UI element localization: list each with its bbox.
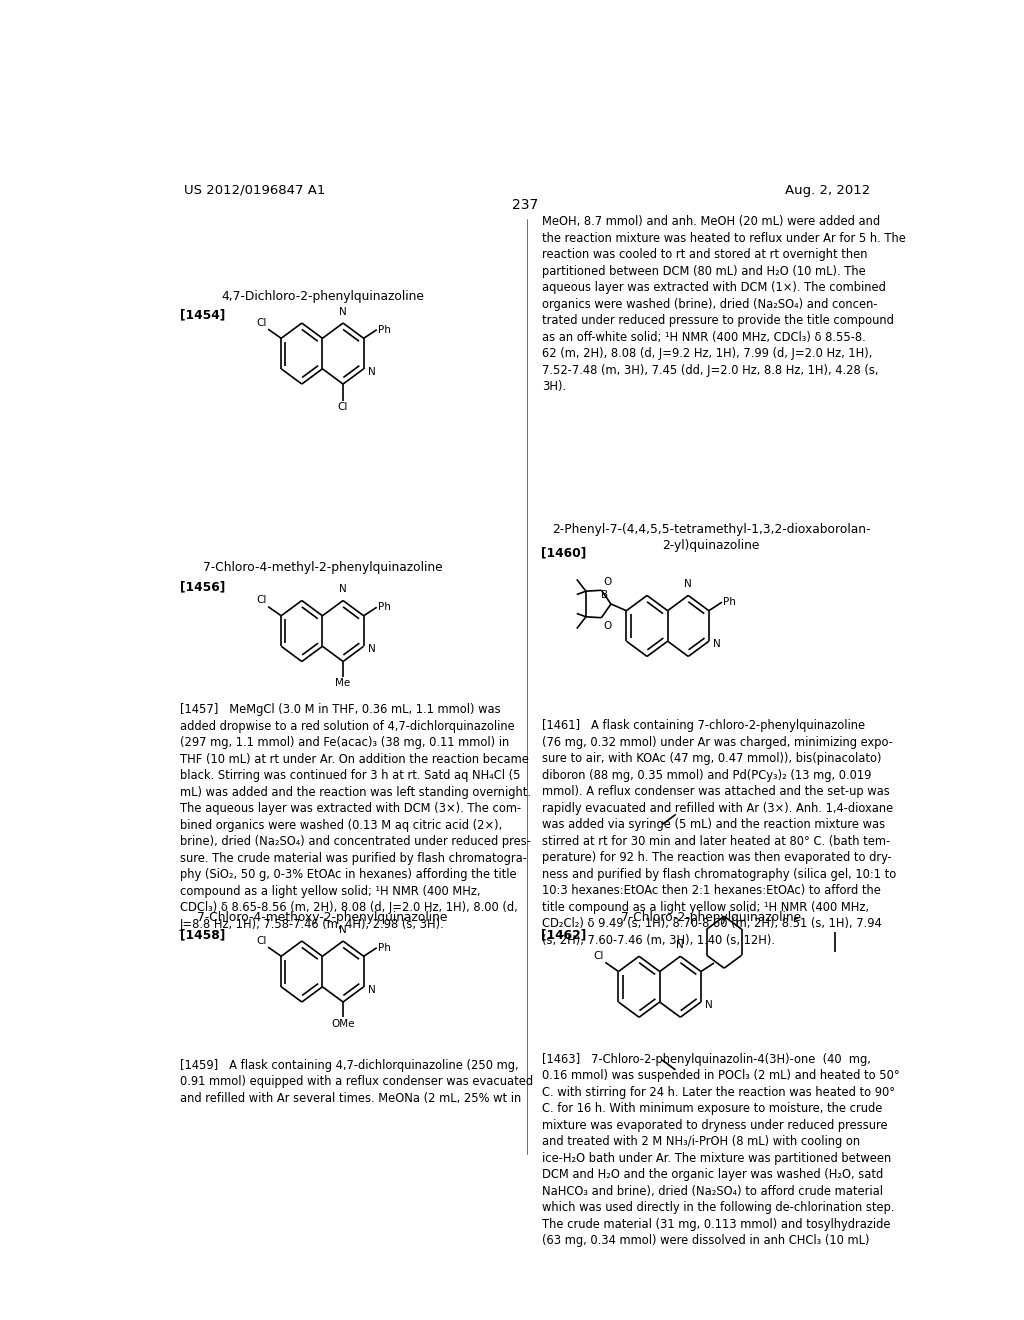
Text: [1461]   A flask containing 7-chloro-2-phenylquinazoline
(76 mg, 0.32 mmol) unde: [1461] A flask containing 7-chloro-2-phe… (543, 719, 896, 946)
Text: [1459]   A flask containing 4,7-dichlorquinazoline (250 mg,
0.91 mmol) equipped : [1459] A flask containing 4,7-dichlorqui… (179, 1059, 532, 1105)
Text: 7-Chloro-4-methoxy-2-phenylquinazoline: 7-Chloro-4-methoxy-2-phenylquinazoline (198, 911, 447, 924)
Text: 237: 237 (512, 198, 538, 213)
Text: [1458]: [1458] (179, 929, 225, 942)
Text: 7-Chloro-2-phenylquinazoline: 7-Chloro-2-phenylquinazoline (622, 911, 802, 924)
Text: N: N (713, 639, 721, 649)
Text: Cl: Cl (594, 950, 604, 961)
Text: OMe: OMe (332, 1019, 354, 1028)
Text: 4,7-Dichloro-2-phenylquinazoline: 4,7-Dichloro-2-phenylquinazoline (221, 289, 424, 302)
Text: [1457]   MeMgCl (3.0 M in THF, 0.36 mL, 1.1 mmol) was
added dropwise to a red so: [1457] MeMgCl (3.0 M in THF, 0.36 mL, 1.… (179, 704, 530, 931)
Text: Ph: Ph (723, 597, 736, 607)
Text: N: N (684, 579, 692, 589)
Text: N: N (368, 367, 376, 376)
Text: [1462]: [1462] (541, 929, 586, 942)
Text: B: B (601, 590, 608, 601)
Text: Cl: Cl (338, 403, 348, 412)
Text: Me: Me (336, 678, 350, 688)
Text: 2-Phenyl-7-(4,4,5,5-tetramethyl-1,3,2-dioxaborolan-: 2-Phenyl-7-(4,4,5,5-tetramethyl-1,3,2-di… (552, 523, 870, 536)
Text: O: O (603, 620, 611, 631)
Text: N: N (339, 925, 347, 935)
Text: [1454]: [1454] (179, 309, 225, 322)
Text: Ph: Ph (378, 942, 391, 953)
Text: [1463]   7-Chloro-2-phenylquinazolin-4(3H)-one  (40  mg,
0.16 mmol) was suspende: [1463] 7-Chloro-2-phenylquinazolin-4(3H)… (543, 1053, 900, 1247)
Text: N: N (368, 644, 376, 655)
Text: 2-yl)quinazoline: 2-yl)quinazoline (663, 539, 760, 552)
Text: N: N (339, 308, 347, 317)
Text: N: N (706, 1001, 713, 1010)
Text: Ph: Ph (378, 602, 391, 612)
Text: Aug. 2, 2012: Aug. 2, 2012 (784, 183, 870, 197)
Text: US 2012/0196847 A1: US 2012/0196847 A1 (183, 183, 325, 197)
Text: N: N (677, 940, 684, 950)
Text: O: O (603, 577, 611, 587)
Text: [1460]: [1460] (541, 546, 586, 560)
Text: [1456]: [1456] (179, 581, 225, 593)
Text: Cl: Cl (257, 318, 267, 327)
Text: N: N (339, 585, 347, 594)
Text: 7-Chloro-4-methyl-2-phenylquinazoline: 7-Chloro-4-methyl-2-phenylquinazoline (203, 561, 442, 574)
Text: N: N (368, 985, 376, 995)
Text: Ph: Ph (378, 325, 391, 335)
Text: Cl: Cl (257, 595, 267, 605)
Text: Cl: Cl (257, 936, 267, 945)
Text: MeOH, 8.7 mmol) and anh. MeOH (20 mL) were added and
the reaction mixture was he: MeOH, 8.7 mmol) and anh. MeOH (20 mL) we… (543, 215, 906, 393)
